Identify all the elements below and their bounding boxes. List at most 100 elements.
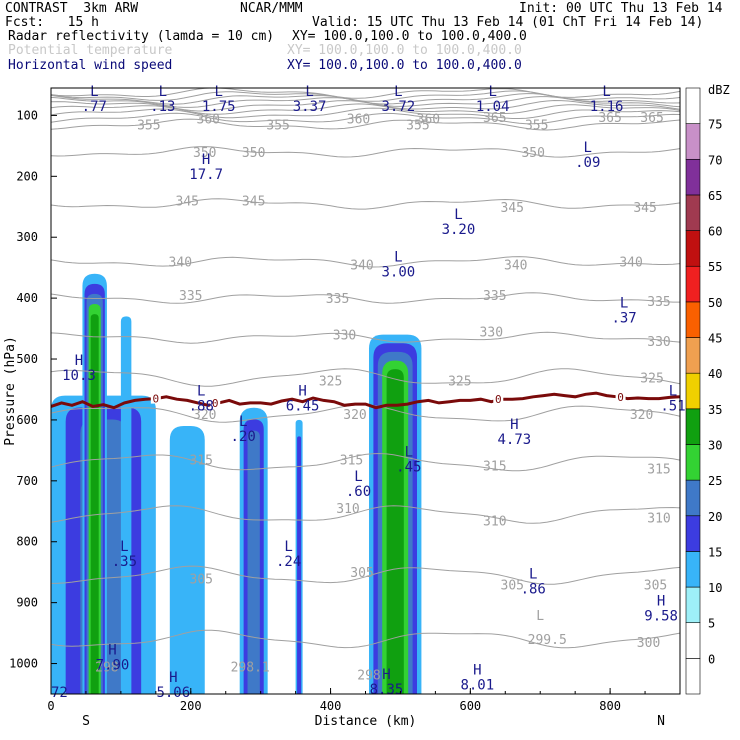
colorbar-swatch-7	[685, 408, 701, 445]
wind-marker-value-7: .09	[575, 155, 600, 171]
y-tick-label-2: 300	[16, 230, 38, 244]
theta-label-8: 365	[598, 111, 621, 126]
colorbar-label-0: 0	[708, 652, 715, 666]
colorbar-swatch-10	[685, 301, 701, 338]
x-tick-label-4: 800	[599, 699, 621, 713]
wind-marker-kind-11: L	[620, 295, 628, 311]
wind-marker-kind-9: L	[454, 207, 462, 223]
model-source: NCAR/MMM	[240, 1, 303, 16]
y-tick-label-4: 500	[16, 352, 38, 366]
colorbar-label-9: 45	[708, 332, 722, 346]
field3-xy: XY= 100.0,100.0 to 100.0,400.0	[287, 58, 522, 73]
wind-marker-kind-26: H	[382, 667, 390, 683]
wind-marker-kind-17: H	[510, 417, 518, 433]
colorbar-label-13: 65	[708, 189, 722, 203]
theta-label-20: 340	[619, 256, 642, 271]
wind-marker-kind-16: L	[239, 414, 247, 430]
theta-label-39: 310	[483, 514, 506, 529]
field2-xy: XY= 100.0,100.0 to 100.0,400.0	[287, 43, 522, 58]
colorbar-swatch-0	[685, 658, 701, 695]
theta-label-38: 310	[336, 502, 359, 517]
wind-marker-kind-3: L	[305, 84, 313, 100]
wind-marker-kind-5: L	[488, 84, 496, 100]
theta-label-13: 345	[176, 195, 199, 210]
freezing-label-2: 0	[495, 393, 502, 406]
freezing-label-0: 0	[153, 393, 160, 406]
colorbar-swatch-11	[685, 265, 701, 303]
theta-label-17: 340	[169, 256, 192, 271]
theta-label-12: 350	[521, 146, 544, 161]
wind-marker-kind-24: H	[108, 642, 116, 658]
wind-marker-kind-15: L	[669, 384, 677, 400]
colorbar-label-8: 40	[708, 367, 722, 381]
wind-marker-value-18: .45	[396, 459, 421, 475]
y-tick-label-0: 100	[16, 108, 38, 122]
theta-label-46: 299.5	[528, 633, 567, 648]
theta-contour-385	[51, 93, 680, 105]
theta-contour-395	[51, 88, 680, 99]
y-tick-label-3: 400	[16, 291, 38, 305]
wind-marker-kind-13: L	[197, 384, 205, 400]
wind-marker-kind-14: H	[298, 384, 306, 400]
theta-contour-300	[51, 629, 680, 649]
theta-label-22: 335	[326, 292, 349, 307]
theta-label-47: L	[536, 609, 544, 624]
theta-label-10: 350	[193, 146, 216, 161]
colorbar-swatch-9	[685, 337, 701, 374]
valid-time: Valid: 15 UTC Thu 13 Feb 14 (01 ChT Fri …	[312, 15, 704, 30]
theta-contour-350	[51, 146, 680, 158]
wind-marker-value-10: 3.00	[381, 265, 415, 281]
y-tick-label-7: 800	[16, 535, 38, 549]
theta-label-19: 340	[504, 259, 527, 274]
theta-label-49: 298.1	[231, 661, 270, 676]
wind-marker-value-22: .86	[521, 581, 546, 597]
theta-label-23: 335	[483, 289, 506, 304]
wind-marker-value-25: 5.06	[156, 685, 190, 701]
theta-label-31: 320	[193, 408, 216, 423]
wind-marker-kind-7: L	[584, 140, 592, 156]
theta-label-1: 360	[197, 112, 220, 127]
model-name: CONTRAST 3km ARW	[5, 1, 139, 16]
theta-label-7: 365	[640, 111, 663, 126]
wind-marker-value-26: 8.35	[370, 682, 404, 698]
wind-marker-kind-18: L	[405, 444, 413, 460]
wind-marker-value-15: .51	[660, 399, 685, 415]
wind-marker-value-20: .35	[112, 554, 137, 570]
wind-marker-kind-19: L	[354, 469, 362, 485]
colorbar-label-11: 55	[708, 260, 722, 274]
colorbar-label-14: 70	[708, 153, 722, 167]
theta-label-34: 315	[190, 454, 213, 469]
wind-marker-kind-27: H	[473, 663, 481, 679]
colorbar-swatch-12	[685, 230, 701, 267]
theta-contour-345	[51, 198, 680, 210]
freezing-label-3: 0	[617, 391, 624, 404]
theta-label-24: 335	[647, 295, 670, 310]
theta-label-15: 345	[501, 201, 524, 216]
colorbar-label-10: 50	[708, 296, 722, 310]
wind-marker-value-1: .13	[150, 99, 175, 115]
wind-markers: L.77L.13L1.75L3.37L3.72L1.04L1.16L.09H17…	[51, 84, 686, 701]
theta-label-28: 325	[319, 374, 342, 389]
forecast-hour: Fcst: 15 h	[5, 15, 99, 30]
wind-marker-value-3: 3.37	[293, 99, 327, 115]
wind-marker-value-14: 6.45	[286, 399, 320, 415]
theta-contour-390	[51, 90, 680, 102]
left-end-label: S	[82, 714, 90, 729]
theta-label-33: 320	[630, 408, 653, 423]
theta-contour-340	[51, 256, 680, 268]
colorbar-swatch-2	[685, 586, 701, 624]
colorbar-label-2: 10	[708, 581, 722, 595]
wind-marker-value-24: 7.90	[96, 657, 130, 673]
reflectivity-layer	[51, 273, 422, 694]
colorbar-swatch-16	[685, 87, 701, 124]
wind-marker-value-16: .20	[231, 429, 256, 445]
wind-marker-value-11: .37	[611, 310, 636, 326]
colorbar-label-12: 60	[708, 225, 722, 239]
theta-contour-315	[51, 452, 680, 472]
theta-contour-370	[51, 103, 680, 115]
y-tick-label-5: 600	[16, 413, 38, 427]
theta-label-40: 310	[647, 511, 670, 526]
wind-marker-value-19: .60	[346, 484, 371, 500]
